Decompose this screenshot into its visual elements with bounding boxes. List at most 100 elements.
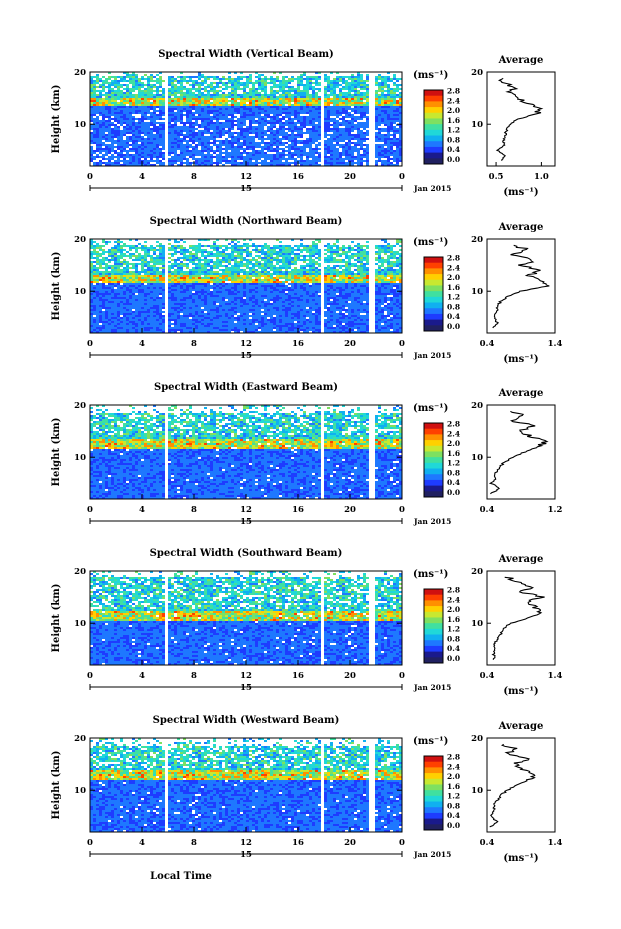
colorbar-swatch: [424, 767, 443, 774]
average-x-tick-label: 1.0: [534, 172, 549, 182]
colorbar-swatch: [424, 606, 443, 613]
x-tick-label: 0: [87, 671, 93, 681]
average-x-tick-label: 1.4: [548, 671, 563, 681]
colorbar-tick-label: 2.4: [447, 595, 460, 604]
colorbar-tick-label: 2.0: [447, 106, 460, 115]
x-tick-label: 4: [139, 838, 145, 848]
colorbar-tick-label: 0.8: [447, 468, 460, 477]
colorbar-swatch: [424, 445, 443, 452]
average-x-label: (ms⁻¹): [503, 187, 538, 198]
colorbar-swatch: [424, 812, 443, 820]
colorbar-tick-label: 0.4: [447, 811, 460, 820]
average-profile: Average 10 20 0.5 1.0 (ms⁻¹): [471, 55, 556, 198]
colorbar-frame: [423, 256, 444, 332]
colorbar-swatch: [424, 651, 443, 658]
x-tick-label: 8: [191, 339, 197, 349]
colorbar-swatch: [424, 824, 443, 830]
day-label: 15: [240, 850, 252, 860]
average-profile: Average 10 20 0.4 1.2: [471, 388, 562, 515]
colorbar-swatch: [424, 118, 443, 125]
x-tick-label: 4: [139, 172, 145, 182]
colorbar-swatch: [424, 657, 443, 663]
colorbar-swatch: [424, 807, 443, 814]
x-tick-label: 20: [344, 671, 356, 681]
average-y-tick-label: 10: [471, 287, 483, 297]
y-tick-label: 10: [74, 786, 86, 796]
x-tick-label: 4: [139, 505, 145, 515]
colorbar-swatch: [424, 440, 443, 447]
colorbar-tick-label: 2.8: [447, 753, 460, 762]
colorbar-swatch: [424, 457, 443, 464]
average-line: [491, 576, 545, 660]
colorbar-swatch: [424, 428, 443, 435]
colorbar-swatch: [424, 107, 443, 114]
colorbar-tick-label: 0.4: [447, 145, 460, 154]
date-label: Jan 2015: [413, 850, 451, 859]
colorbar-swatch: [424, 451, 443, 458]
x-tick-label: 0: [87, 505, 93, 515]
colorbar-swatch: [424, 634, 443, 641]
colorbar-swatch: [424, 257, 443, 264]
colorbar-unit: (ms⁻¹): [413, 403, 448, 414]
x-tick-label: 4: [139, 671, 145, 681]
colorbar-swatch: [424, 423, 443, 430]
chart-panel-5: Spectral Width (Westward Beam) 10 20 Height…: [51, 715, 562, 864]
average-y-tick-label: 20: [471, 401, 483, 411]
colorbar-tick-label: 2.0: [447, 772, 460, 781]
chart-title: Spectral Width (Westward Beam): [153, 715, 340, 726]
x-tick-label: 12: [240, 671, 252, 681]
x-tick-label: 20: [344, 838, 356, 848]
colorbar-swatch: [424, 274, 443, 281]
colorbar-tick-label: 0.8: [447, 801, 460, 810]
colorbar-tick-label: 1.2: [447, 126, 460, 135]
colorbar-swatch: [424, 291, 443, 298]
colorbar-tick-label: 1.6: [447, 283, 460, 292]
colorbar-swatch: [424, 778, 443, 785]
colorbar-tick-label: 0.0: [447, 322, 460, 331]
colorbar-tick-label: 0.8: [447, 135, 460, 144]
colorbar-tick-label: 0.0: [447, 155, 460, 164]
colorbar-swatch: [424, 474, 443, 481]
x-axis-label: Local Time: [150, 871, 212, 882]
colorbar-frame: [423, 755, 444, 831]
x-tick-label: 8: [191, 838, 197, 848]
x-tick-label: 12: [240, 838, 252, 848]
date-label: Jan 2015: [413, 517, 451, 526]
y-axis-label: Height (km): [51, 584, 62, 653]
colorbar-swatch: [424, 152, 443, 159]
average-x-label: (ms⁻¹): [503, 853, 538, 864]
colorbar-swatch: [424, 313, 443, 321]
colorbar-swatch: [424, 90, 443, 97]
date-label: Jan 2015: [413, 351, 451, 360]
x-tick-label: 12: [240, 505, 252, 515]
colorbar-swatch: [424, 611, 443, 618]
colorbar-swatch: [424, 112, 443, 119]
colorbar-swatch: [424, 129, 443, 137]
y-axis-label: Height (km): [51, 418, 62, 487]
average-profile: Average 10 20 0.4 1.4 (ms⁻¹): [471, 721, 562, 864]
colorbar-tick-label: 1.6: [447, 615, 460, 624]
average-y-tick-label: 20: [471, 68, 483, 78]
colorbar-swatch: [424, 784, 443, 791]
colorbar-unit: (ms⁻¹): [413, 237, 448, 248]
x-tick-label: 12: [240, 339, 252, 349]
date-label: Jan 2015: [413, 184, 451, 193]
colorbar-swatch: [424, 491, 443, 497]
colorbar-swatch: [424, 628, 443, 636]
colorbar: [423, 755, 444, 831]
day-label: 15: [240, 683, 252, 693]
colorbar: [423, 422, 444, 498]
x-tick-label: 16: [292, 505, 304, 515]
colorbar-swatch: [424, 468, 443, 475]
colorbar-swatch: [424, 645, 443, 653]
colorbar-swatch: [424, 485, 443, 492]
x-tick-label: 0: [399, 671, 405, 681]
colorbar-tick-label: 2.0: [447, 439, 460, 448]
colorbar-tick-label: 2.4: [447, 96, 460, 105]
average-title: Average: [498, 55, 544, 66]
colorbar-swatch: [424, 296, 443, 304]
y-axis-label: Height (km): [51, 252, 62, 321]
colorbar-tick-label: 2.0: [447, 273, 460, 282]
average-frame: [486, 71, 556, 167]
